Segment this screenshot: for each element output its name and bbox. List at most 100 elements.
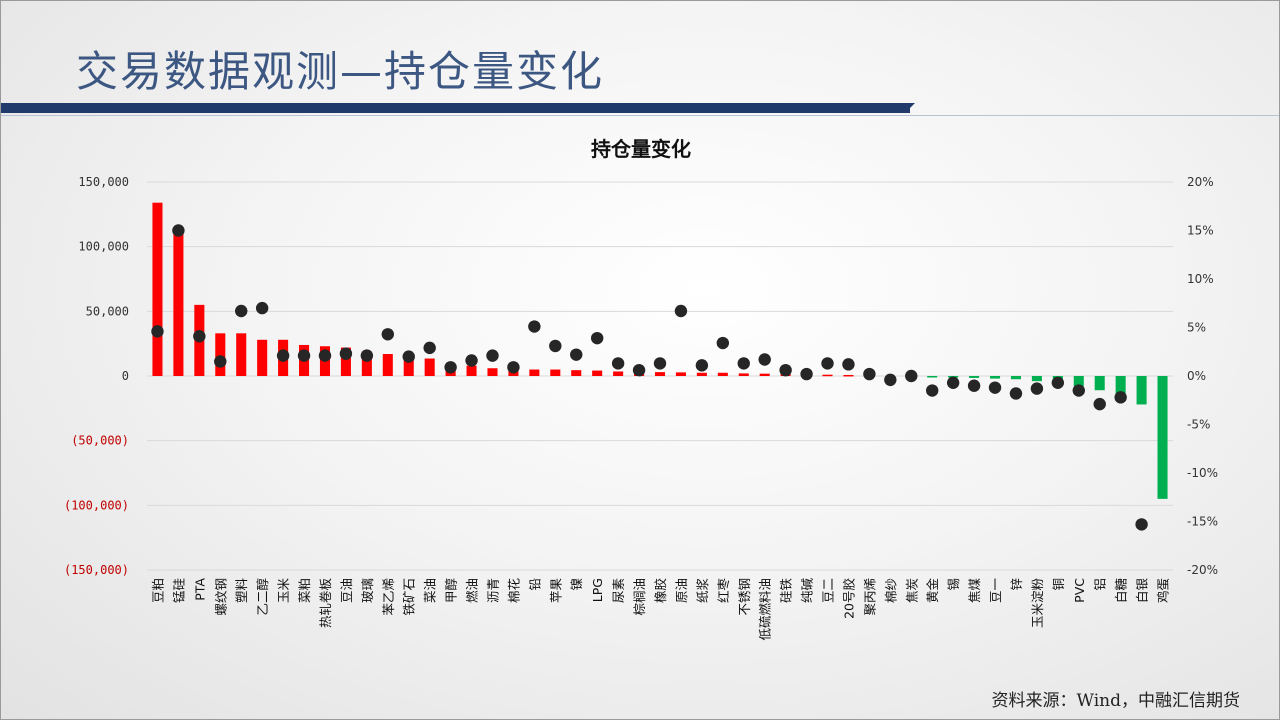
- x-category-label: 20号胶: [841, 578, 856, 619]
- scatter-point: [507, 361, 520, 374]
- scatter-point: [528, 320, 541, 333]
- bar: [843, 374, 854, 377]
- scatter-point: [967, 379, 981, 392]
- scatter-point: [800, 367, 813, 381]
- bar: [1157, 376, 1168, 499]
- bar: [654, 372, 666, 376]
- y-right-tick-label: -5%: [1187, 418, 1210, 432]
- x-category-label: 硅铁: [779, 578, 794, 604]
- x-category-label: 红枣: [716, 578, 731, 604]
- scatter-point: [632, 363, 646, 377]
- x-category-label: 镍: [569, 578, 584, 591]
- scatter-point: [946, 376, 960, 389]
- scatter-point: [779, 363, 792, 377]
- x-category-label: 白糖: [1114, 578, 1129, 604]
- bar: [382, 354, 393, 376]
- scatter-point: [444, 361, 457, 374]
- x-category-label: 焦炭: [904, 578, 919, 603]
- x-category-label: 黄金: [925, 578, 940, 604]
- bar: [696, 372, 707, 376]
- bar: [738, 373, 749, 376]
- bar: [173, 229, 184, 376]
- x-category-label: 玻璃: [360, 578, 375, 603]
- scatter-point: [758, 353, 771, 366]
- bar: [529, 369, 540, 376]
- scatter-point: [214, 355, 227, 368]
- y-right-tick-label: 0%: [1187, 369, 1206, 383]
- title-underline-bar: [0, 103, 910, 113]
- scatter-point: [255, 301, 269, 315]
- bar: [340, 347, 351, 376]
- title-underline-tip: [905, 103, 915, 113]
- x-category-label: 原油: [674, 578, 689, 603]
- y-right-tick-label: -20%: [1187, 563, 1218, 577]
- bar: [1094, 376, 1105, 391]
- x-category-label: 尿素: [611, 578, 626, 603]
- y-right-tick-label: 5%: [1187, 321, 1206, 335]
- bar: [403, 357, 414, 376]
- scatter-point: [674, 304, 688, 318]
- bar: [717, 372, 728, 376]
- scatter-point: [318, 349, 332, 362]
- x-category-label: 豆一: [988, 578, 1003, 603]
- scatter-point: [1030, 382, 1044, 395]
- scatter-point: [716, 336, 730, 350]
- bar: [927, 376, 938, 378]
- x-category-label: 棕榈油: [632, 578, 647, 616]
- x-category-label: 棉花: [506, 578, 521, 603]
- scatter-point: [1114, 391, 1127, 404]
- bar: [1136, 376, 1147, 405]
- x-category-label: 鸡蛋: [1156, 578, 1171, 603]
- bar: [487, 368, 498, 376]
- y-left-tick-label: 150,000: [78, 175, 129, 189]
- bar: [1010, 376, 1021, 380]
- source-note: 资料来源：Wind，中融汇信期货: [991, 691, 1240, 711]
- scatter-point: [151, 325, 164, 338]
- page-title: 交易数据观测—持仓量变化: [76, 47, 605, 96]
- bar: [152, 202, 163, 376]
- scatter-point: [905, 369, 918, 383]
- scatter-point: [360, 349, 374, 362]
- bar: [257, 339, 268, 376]
- bar: [759, 373, 770, 376]
- scatter-point: [1135, 518, 1148, 531]
- x-category-label: 热轧卷板: [318, 578, 333, 629]
- scatter-point: [926, 384, 939, 397]
- y-left-tick-label: (100,000): [64, 498, 129, 512]
- x-category-label: 豆二: [821, 578, 836, 603]
- x-category-label: 塑料: [234, 578, 249, 604]
- x-category-label: 菜粕: [297, 578, 312, 603]
- scatter-point: [549, 339, 562, 353]
- x-category-label: 豆油: [339, 578, 354, 603]
- scatter-point: [297, 349, 311, 362]
- y-left-tick-label: (50,000): [71, 434, 129, 448]
- scatter-point: [486, 349, 499, 362]
- scatter-point: [339, 347, 353, 360]
- scatter-point: [381, 328, 394, 341]
- bar: [969, 376, 980, 378]
- y-left-tick-label: (150,000): [64, 563, 129, 577]
- scatter-point: [863, 367, 876, 381]
- x-category-label: 铝: [1093, 578, 1108, 591]
- x-category-label: 铅: [527, 578, 542, 591]
- title-divider-line: [0, 115, 1280, 116]
- x-category-label: 玉米: [276, 578, 291, 604]
- x-category-label: 锡: [946, 578, 961, 591]
- scatter-point: [193, 330, 206, 343]
- bar: [1073, 376, 1084, 387]
- x-category-label: PTA: [192, 578, 207, 601]
- x-category-label: 纸浆: [695, 578, 710, 604]
- x-category-label: 锰硅: [171, 578, 186, 603]
- scatter-point: [402, 350, 415, 363]
- y-left-tick-label: 100,000: [78, 240, 129, 254]
- scatter-point: [842, 358, 855, 371]
- x-category-label: 苹果: [548, 578, 563, 604]
- y-left-tick-label: 50,000: [86, 304, 129, 318]
- x-category-label: 纯碱: [800, 578, 815, 604]
- scatter-point: [988, 381, 1002, 394]
- scatter-point: [172, 224, 185, 237]
- y-right-tick-label: -15%: [1187, 515, 1218, 529]
- x-category-label: 焦煤: [967, 578, 982, 604]
